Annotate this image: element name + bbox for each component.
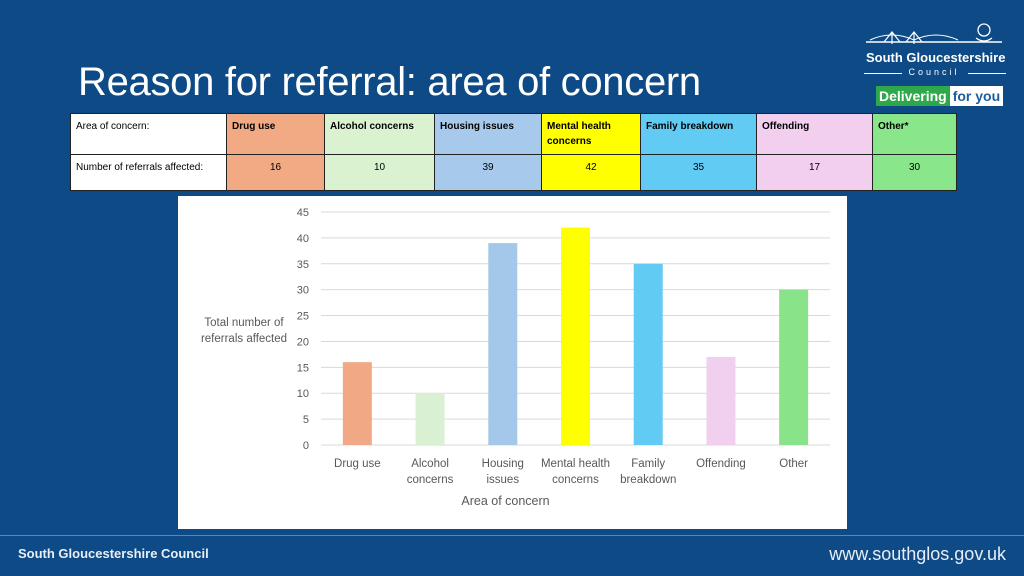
bar (779, 289, 809, 445)
x-tick-label: concerns (552, 474, 599, 486)
y-tick-label: 0 (303, 440, 309, 452)
y-tick-label: 35 (297, 259, 309, 271)
footer-divider (0, 535, 1024, 536)
x-tick-label: breakdown (620, 474, 676, 486)
table-row-label: Number of referrals affected: (70, 154, 227, 191)
x-tick-label: concerns (407, 474, 454, 486)
x-tick-label: Other (779, 458, 808, 470)
council-logo: South Gloucestershire Council (862, 22, 1012, 112)
table-cell-count: 35 (640, 154, 757, 191)
tagline-a: Delivering (876, 86, 950, 106)
referral-table: Area of concern: Drug use Alcohol concer… (70, 113, 957, 191)
x-tick-label: issues (486, 474, 519, 486)
bar (706, 356, 736, 445)
y-axis-label: referrals affected (201, 333, 287, 345)
logo-name: South Gloucestershire (866, 50, 1006, 65)
bar (342, 362, 372, 445)
x-tick-label: Drug use (334, 458, 381, 470)
footer-org: South Gloucestershire Council (18, 546, 209, 561)
y-tick-label: 20 (297, 336, 309, 348)
x-tick-label: Mental health (541, 458, 610, 470)
y-tick-label: 40 (297, 233, 309, 245)
chart-panel: 0 5 10 15 20 25 30 35 40 45 Drug use Alcohol concern… (178, 196, 847, 529)
x-tick-label: Offending (696, 458, 746, 470)
bar (561, 227, 590, 445)
footer-url: www.southglos.gov.uk (829, 544, 1006, 564)
table-cell-area: Mental health concerns (541, 113, 641, 155)
table-cell-area: Housing issues (434, 113, 542, 155)
page-title: Reason for referral: area of concern (78, 60, 701, 104)
y-tick-label: 25 (297, 311, 309, 323)
x-tick-label: Family (631, 458, 665, 470)
table-cell-count: 17 (756, 154, 873, 191)
table-cell-area: Alcohol concerns (324, 113, 435, 155)
table-cell-count: 10 (324, 154, 435, 191)
delivering-for-you-badge: Delivering for you (876, 85, 1004, 107)
table-cell-count: 16 (226, 154, 325, 191)
table-row-areas: Area of concern: Drug use Alcohol concer… (70, 113, 957, 155)
table-cell-area: Other* (872, 113, 957, 155)
x-axis-label: Area of concern (461, 494, 549, 508)
x-tick-label: Alcohol (411, 458, 449, 470)
bar (415, 393, 445, 445)
table-row-label: Area of concern: (70, 113, 227, 155)
bar (633, 263, 663, 445)
y-tick-label: 30 (297, 285, 309, 297)
bridge-logo-icon (866, 23, 1002, 44)
y-tick-label: 15 (297, 362, 309, 374)
table-row-counts: Number of referrals affected: 16 10 39 4… (70, 154, 957, 191)
y-tick-label: 45 (297, 207, 309, 219)
table-cell-area: Offending (756, 113, 873, 155)
x-tick-label: Housing (482, 458, 524, 470)
tagline-b: for you (949, 86, 1004, 106)
bar-chart: 0 5 10 15 20 25 30 35 40 45 Drug use Alcohol concern… (201, 207, 830, 508)
y-tick-label: 10 (297, 388, 309, 400)
bar (488, 243, 518, 445)
table-cell-count: 30 (872, 154, 957, 191)
y-axis-label: Total number of (204, 317, 284, 329)
table-cell-count: 42 (541, 154, 641, 191)
table-cell-area: Family breakdown (640, 113, 757, 155)
table-cell-area: Drug use (226, 113, 325, 155)
table-cell-count: 39 (434, 154, 542, 191)
y-tick-label: 5 (303, 414, 309, 426)
logo-sub: Council (908, 67, 960, 77)
